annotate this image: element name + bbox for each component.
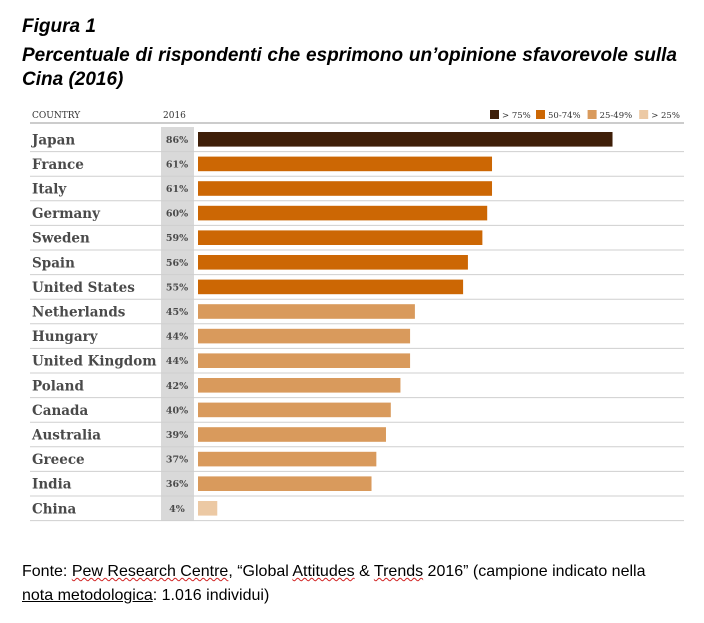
value-label: 44%: [166, 332, 188, 343]
source-text-1: , “Global: [228, 563, 293, 580]
bar: [198, 304, 415, 319]
value-label: 44%: [166, 356, 188, 367]
country-label: Japan: [31, 132, 75, 148]
bar: [198, 402, 391, 418]
value-label: 59%: [166, 233, 188, 244]
country-label: Netherlands: [32, 305, 126, 321]
value-label: 61%: [166, 159, 188, 170]
country-label: Spain: [32, 255, 75, 271]
bar: [198, 501, 218, 516]
legend-swatch: [587, 110, 597, 119]
country-label: Greece: [32, 452, 85, 468]
bar: [198, 181, 493, 196]
country-label: Germany: [32, 206, 101, 222]
value-label: 36%: [166, 479, 188, 490]
methodology-note-link[interactable]: nota metodologica: [22, 587, 153, 604]
source-word-attitudes: Attitudes: [292, 563, 355, 580]
bar: [198, 255, 468, 270]
legend-label: > 75%: [502, 111, 531, 121]
bar: [198, 451, 377, 467]
country-label: United States: [32, 280, 135, 296]
bar-chart: COUNTRY 2016 > 75% 50-74% 25-49% > 25% Japan 86…: [30, 106, 684, 524]
source-organization-link[interactable]: Pew Research Centre: [71, 563, 229, 580]
figure-label: Figura 1: [22, 16, 96, 37]
country-label: China: [32, 501, 77, 517]
value-label: 37%: [166, 455, 188, 466]
legend-swatch: [490, 110, 499, 119]
country-label: Canada: [32, 403, 88, 419]
value-label: 40%: [166, 405, 188, 416]
column-header-year: 2016: [163, 111, 186, 121]
bar: [198, 427, 386, 442]
country-label: United Kingdom: [32, 354, 157, 370]
bar: [198, 476, 372, 491]
value-label: 4%: [169, 504, 185, 515]
bar: [198, 328, 411, 344]
source-prefix: Fonte:: [22, 563, 72, 580]
source-text-3: 2016” (campione indicato nella: [423, 563, 646, 580]
bar: [198, 205, 488, 221]
value-label: 56%: [166, 258, 188, 269]
legend-label: 50-74%: [548, 111, 581, 121]
figure-title: Percentuale di rispondenti che esprimono…: [22, 45, 677, 90]
legend-swatch: [536, 110, 545, 119]
country-label: India: [32, 477, 72, 493]
source-text-2: &: [354, 563, 374, 580]
value-label: 86%: [166, 135, 188, 146]
country-label: Australia: [31, 428, 101, 444]
bar: [198, 132, 613, 147]
legend-label: > 25%: [651, 111, 680, 121]
country-label: Hungary: [32, 329, 99, 345]
country-label: Italy: [32, 182, 67, 198]
bar: [198, 230, 483, 245]
legend-swatch: [639, 110, 649, 119]
column-header-country: COUNTRY: [32, 111, 81, 121]
source-note: Fonte: Pew Research Centre, “Global Atti…: [22, 560, 677, 608]
source-word-trends: Trends: [373, 563, 424, 580]
value-label: 39%: [166, 430, 188, 441]
value-label: 45%: [166, 307, 188, 318]
country-label: Sweden: [32, 231, 90, 247]
value-label: 42%: [166, 381, 188, 392]
bar: [198, 279, 464, 295]
legend-label: 25-49%: [600, 111, 633, 121]
bar: [198, 378, 401, 393]
chart-svg: COUNTRY 2016 > 75% 50-74% 25-49% > 25% Japan 86…: [30, 110, 684, 522]
value-label: 55%: [166, 282, 188, 293]
country-label: France: [32, 157, 84, 173]
country-label: Poland: [32, 378, 84, 394]
value-label: 60%: [166, 209, 188, 220]
value-label: 61%: [166, 184, 188, 195]
bar: [198, 156, 493, 172]
source-suffix: : 1.016 individui): [152, 587, 270, 604]
bar: [198, 353, 411, 368]
